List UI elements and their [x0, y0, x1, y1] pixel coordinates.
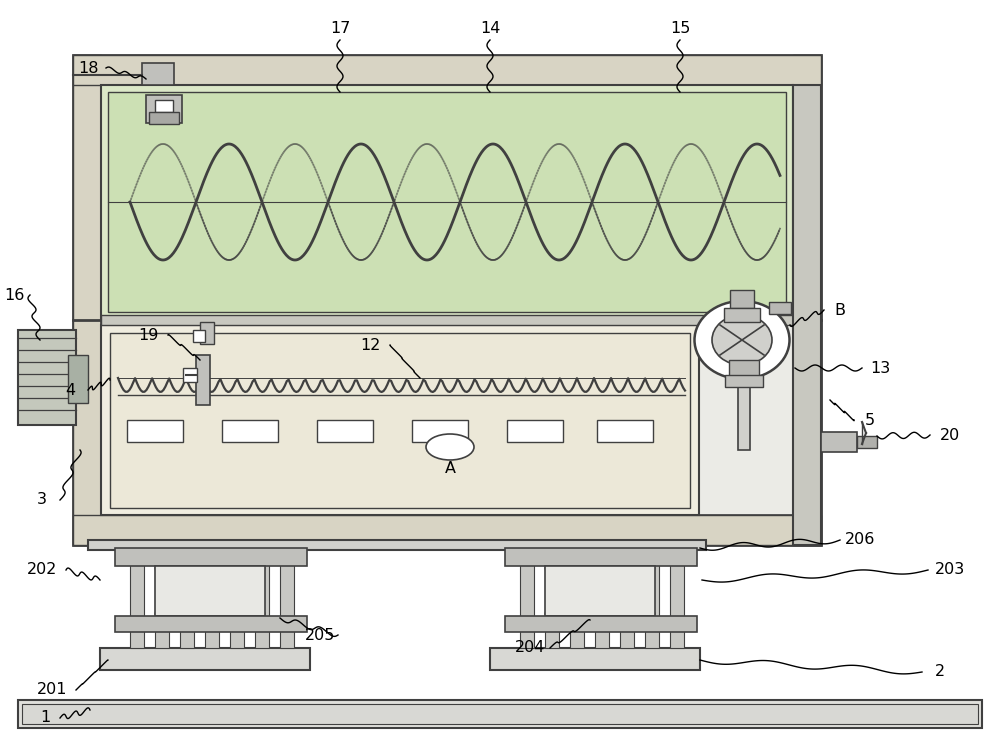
Bar: [110, 333, 690, 508]
Bar: [793, 55, 821, 545]
Text: 16: 16: [4, 287, 24, 303]
Bar: [507, 420, 563, 442]
Ellipse shape: [694, 301, 790, 379]
Bar: [155, 566, 265, 616]
Bar: [183, 368, 197, 382]
Bar: [101, 325, 699, 515]
Bar: [821, 432, 857, 452]
Bar: [670, 560, 684, 648]
Text: 5: 5: [865, 412, 875, 428]
Bar: [230, 560, 244, 648]
Bar: [88, 540, 706, 550]
Bar: [505, 616, 697, 632]
Bar: [255, 560, 269, 648]
Bar: [142, 63, 174, 85]
Bar: [73, 515, 821, 545]
Bar: [520, 560, 534, 648]
Bar: [205, 560, 219, 648]
Bar: [505, 548, 697, 566]
Bar: [130, 560, 144, 648]
Text: 206: 206: [845, 532, 875, 548]
Bar: [857, 436, 877, 448]
Bar: [595, 560, 609, 648]
Bar: [101, 85, 793, 515]
Bar: [545, 560, 559, 648]
Bar: [196, 355, 210, 405]
Bar: [317, 420, 373, 442]
Bar: [73, 55, 821, 85]
Text: 3: 3: [37, 492, 47, 507]
Bar: [620, 560, 634, 648]
Text: 14: 14: [480, 21, 500, 35]
Bar: [155, 100, 173, 112]
Text: A: A: [444, 461, 456, 476]
Ellipse shape: [712, 315, 772, 365]
Bar: [115, 616, 307, 632]
Bar: [127, 420, 183, 442]
Text: 203: 203: [935, 562, 965, 578]
Bar: [149, 112, 179, 124]
Bar: [101, 315, 793, 325]
Bar: [18, 330, 76, 425]
Bar: [100, 648, 310, 670]
Bar: [645, 560, 659, 648]
Bar: [108, 92, 786, 312]
Text: B: B: [834, 303, 846, 318]
Text: 1: 1: [40, 711, 50, 725]
Bar: [793, 85, 821, 545]
Bar: [724, 308, 760, 322]
Bar: [769, 302, 791, 314]
Text: 20: 20: [940, 428, 960, 442]
Bar: [738, 370, 750, 450]
Bar: [146, 95, 182, 123]
Text: 204: 204: [515, 640, 545, 656]
Text: 19: 19: [138, 328, 158, 343]
Text: 12: 12: [360, 337, 380, 353]
Bar: [115, 548, 307, 566]
Bar: [730, 290, 754, 308]
Text: 4: 4: [65, 382, 75, 398]
Bar: [222, 420, 278, 442]
Text: 17: 17: [330, 21, 350, 35]
Bar: [68, 355, 88, 403]
Bar: [412, 420, 468, 442]
Text: 2: 2: [935, 664, 945, 679]
Bar: [729, 360, 759, 376]
Text: 205: 205: [305, 628, 335, 642]
Bar: [73, 55, 101, 545]
Bar: [490, 648, 700, 670]
Ellipse shape: [426, 434, 474, 460]
Bar: [18, 700, 982, 728]
Bar: [545, 566, 655, 616]
Bar: [597, 420, 653, 442]
Bar: [101, 85, 793, 320]
Text: 202: 202: [27, 562, 57, 578]
Text: 18: 18: [78, 60, 98, 76]
Bar: [22, 704, 978, 724]
Text: 13: 13: [870, 360, 890, 376]
Bar: [570, 560, 584, 648]
Bar: [73, 55, 821, 545]
Text: 201: 201: [37, 683, 67, 698]
Bar: [280, 560, 294, 648]
Bar: [155, 560, 169, 648]
Bar: [193, 330, 205, 342]
Text: 15: 15: [670, 21, 690, 35]
Bar: [725, 375, 763, 387]
Bar: [180, 560, 194, 648]
Bar: [200, 322, 214, 344]
